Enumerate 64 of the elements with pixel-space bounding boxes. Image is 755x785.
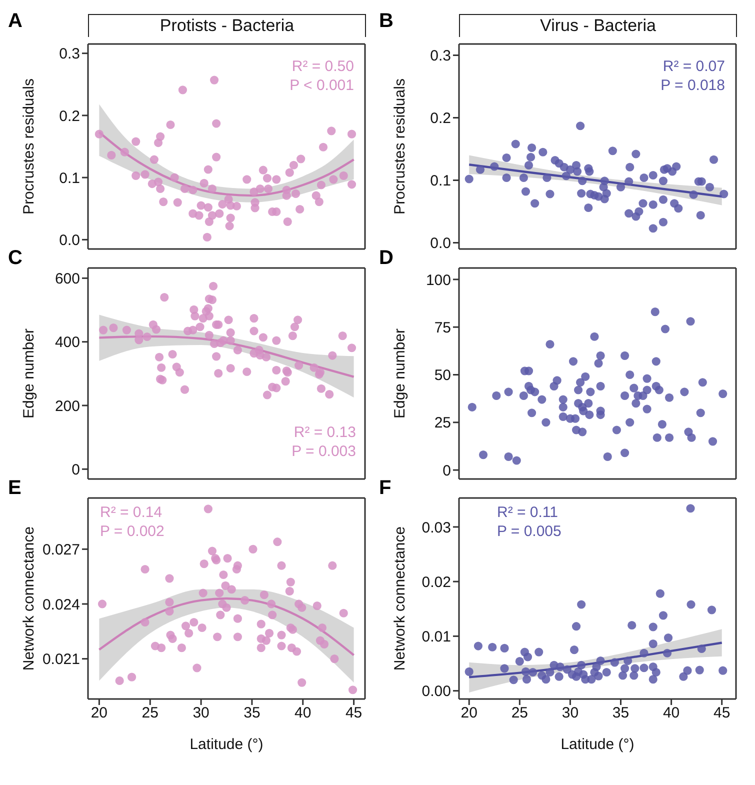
y-tick-label: 600 <box>54 270 80 288</box>
y-tick-label: 0.021 <box>42 651 80 668</box>
x-axis-title: Latitude (°) <box>560 736 634 753</box>
x-axis-title: Latitude (°) <box>190 736 264 753</box>
text: F <box>379 477 392 500</box>
text: B <box>379 10 394 33</box>
annotation: R² = 0.11 <box>497 503 560 522</box>
y-tick-label: 0.00 <box>422 683 451 700</box>
y-tick-label: 0.03 <box>422 519 451 536</box>
line-series <box>468 642 723 678</box>
annotation: P < 0.001 <box>290 76 354 95</box>
y-tick-label: 25 <box>434 414 451 432</box>
text: C <box>8 247 22 270</box>
annotation: P = 0.003 <box>292 442 356 461</box>
text: D <box>379 247 394 270</box>
y-tick-label: 0.0 <box>430 235 451 252</box>
y-tick-label: 0.0 <box>59 232 80 250</box>
text: E <box>8 477 22 500</box>
y-axis-title: Network connectance <box>20 526 38 671</box>
x-tick-label: 25 <box>142 704 158 722</box>
y-axis-title: Procrustes residuals <box>391 78 408 214</box>
x-tick-label: 45 <box>714 704 730 722</box>
y-tick-label: 200 <box>54 398 80 415</box>
y-tick-label: 0.024 <box>42 596 80 614</box>
annotation: R² = 0.50 <box>290 57 354 76</box>
annotation: P = 0.005 <box>497 522 562 541</box>
y-axis-title: Edge number <box>391 328 408 419</box>
y-tick-label: 0.1 <box>59 170 80 187</box>
y-tick-label: 0.3 <box>59 46 80 63</box>
x-tick-label: 45 <box>345 704 362 722</box>
y-tick-label: 0.2 <box>59 108 80 125</box>
x-tick-label: 35 <box>244 704 260 722</box>
y-axis-title: Edge number <box>20 328 38 419</box>
annotation: P = 0.002 <box>100 522 164 541</box>
x-tick-label: 35 <box>612 704 630 722</box>
annotation: R² = 0.13 <box>292 423 356 442</box>
text: A <box>8 10 22 33</box>
x-tick-label: 40 <box>294 704 312 722</box>
annotation: R² = 0.14 <box>100 503 164 522</box>
y-tick-label: 0 <box>442 462 451 480</box>
y-tick-label: 0.027 <box>42 541 80 558</box>
y-axis-title: Network connectance <box>391 526 408 671</box>
x-tick-label: 20 <box>460 704 478 722</box>
x-tick-label: 30 <box>192 704 210 722</box>
y-tick-label: 0.01 <box>422 628 451 646</box>
annotation: R² = 0.07 <box>662 57 725 76</box>
annotation: P = 0.018 <box>660 76 725 95</box>
y-tick-label: 75 <box>434 319 451 336</box>
y-tick-label: 0.1 <box>430 172 451 190</box>
line-series <box>98 597 355 656</box>
x-tick-label: 40 <box>662 704 680 722</box>
y-tick-label: 100 <box>426 272 451 289</box>
y-axis-title: Procrustes residuals <box>20 78 38 214</box>
y-tick-label: 0 <box>72 461 80 478</box>
y-tick-label: 50 <box>434 367 451 384</box>
y-tick-label: 400 <box>54 334 80 352</box>
y-tick-label: 0.2 <box>430 110 451 128</box>
chart-title: Protists - Bacteria <box>88 14 366 37</box>
x-tick-label: 20 <box>90 704 108 722</box>
x-tick-label: 25 <box>511 704 528 722</box>
y-tick-label: 0.02 <box>422 574 451 591</box>
chart-title: Virus - Bacteria <box>459 14 737 37</box>
x-tick-label: 30 <box>562 704 579 722</box>
y-tick-label: 0.3 <box>430 48 451 65</box>
